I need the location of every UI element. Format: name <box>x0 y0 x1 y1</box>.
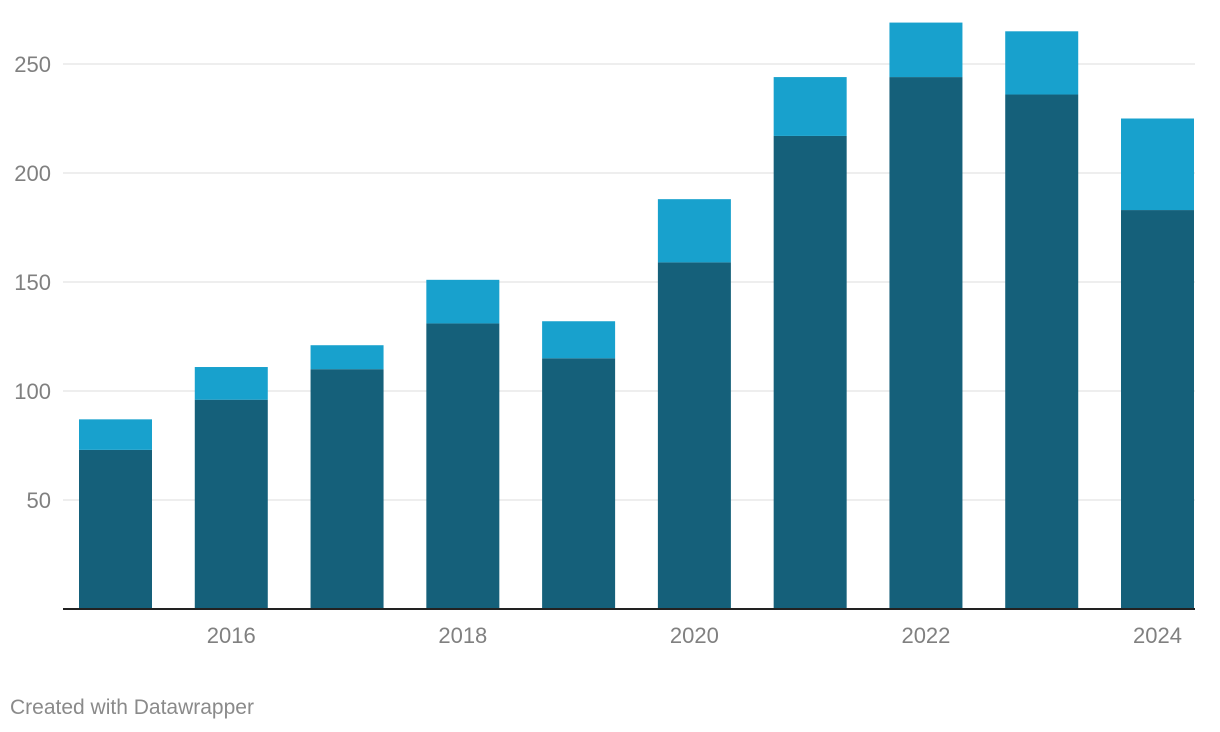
x-axis-tick-labels: 2016 2018 2020 2022 2024 <box>207 623 1182 648</box>
bar-segment-light-2024 <box>1121 118 1194 211</box>
bar-segment-light-2023 <box>1005 31 1079 95</box>
bar-segment-light-2019 <box>542 321 616 359</box>
bar-segment-light-2020 <box>657 199 731 263</box>
bar-segment-dark-2024 <box>1121 210 1194 609</box>
bar-segment-light-2018 <box>426 279 500 324</box>
bar-segment-light-2017 <box>310 345 384 370</box>
y-tick-label: 200 <box>14 161 51 186</box>
y-tick-label: 250 <box>14 52 51 77</box>
stacked-bar-chart: 50 100 150 200 250 2016 2018 2020 2022 2024 <box>14 22 1195 648</box>
x-tick-label: 2024 <box>1133 623 1182 648</box>
bar-segment-light-2021 <box>773 77 847 136</box>
x-tick-label: 2020 <box>670 623 719 648</box>
bar-segment-dark-2022 <box>889 77 963 609</box>
bar-segment-light-2015 <box>79 419 152 450</box>
bar-segment-dark-2015 <box>79 449 152 609</box>
x-tick-label: 2016 <box>207 623 256 648</box>
bar-segment-dark-2021 <box>773 135 847 609</box>
x-tick-label: 2022 <box>901 623 950 648</box>
bar-segment-dark-2023 <box>1005 94 1079 609</box>
bar-segment-dark-2017 <box>310 369 384 609</box>
bar-segment-light-2016 <box>194 367 268 400</box>
y-tick-label: 100 <box>14 379 51 404</box>
bar-segment-light-2022 <box>889 22 963 78</box>
bars <box>79 22 1194 609</box>
x-tick-label: 2018 <box>438 623 487 648</box>
credit-text: Created with Datawrapper <box>10 696 254 719</box>
bar-segment-dark-2019 <box>542 358 616 609</box>
y-tick-label: 150 <box>14 270 51 295</box>
y-axis-tick-labels: 50 100 150 200 250 <box>14 52 51 513</box>
bar-segment-dark-2018 <box>426 323 500 609</box>
y-tick-label: 50 <box>27 488 51 513</box>
bar-segment-dark-2020 <box>657 262 731 609</box>
bar-segment-dark-2016 <box>194 399 268 609</box>
